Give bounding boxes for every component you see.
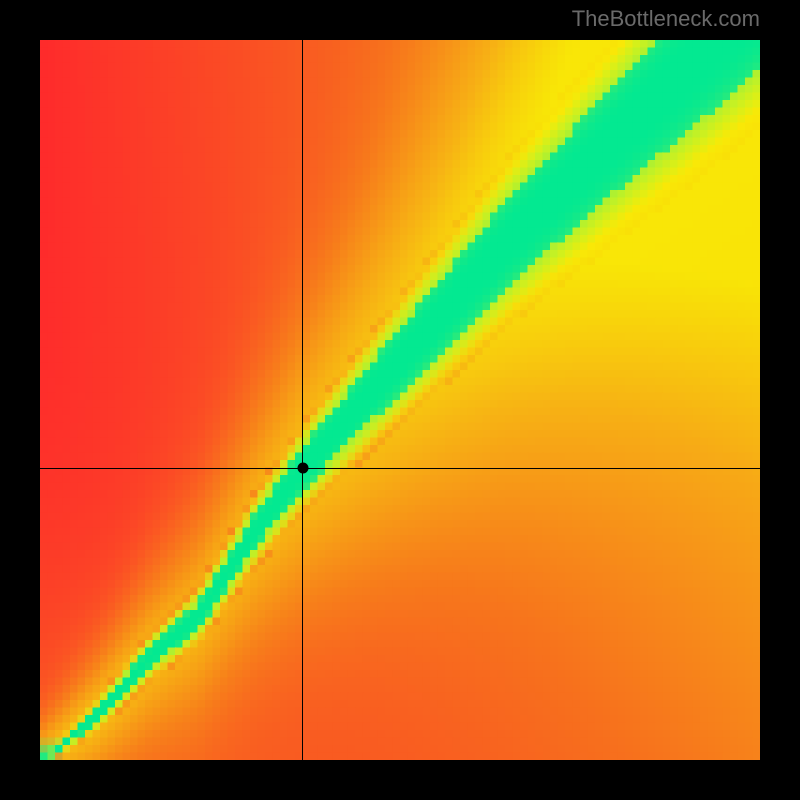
heatmap-plot (40, 40, 760, 760)
crosshair-horizontal (40, 468, 760, 469)
crosshair-vertical (302, 40, 303, 760)
heatmap-canvas (40, 40, 760, 760)
watermark-text: TheBottleneck.com (572, 6, 760, 32)
crosshair-marker (297, 463, 308, 474)
